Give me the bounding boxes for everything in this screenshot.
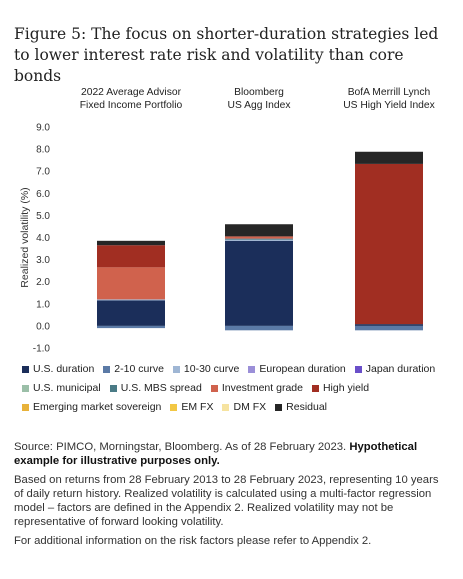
y-axis-title: Realized volatility (%) [19,187,31,287]
legend-row: U.S. municipal U.S. MBS spread Investment … [22,382,452,394]
category-label: Fixed Income Portfolio [80,100,183,111]
y-tick-label: 9.0 [36,123,50,134]
y-tick-label: 8.0 [36,145,50,156]
legend-label: DM FX [233,401,267,413]
y-tick-label: 0.0 [36,321,50,332]
bar-segment [97,245,165,268]
bar-segment [97,300,165,326]
legend-label: Residual [286,401,328,413]
bar-segment [355,151,423,164]
legend-swatch [109,384,117,392]
footnotes: Source: PIMCO, Morningstar, Bloomberg. A… [14,440,450,553]
source-text: Source: PIMCO, Morningstar, Bloomberg. A… [14,441,347,453]
legend-item: Investment grade [210,382,303,394]
appendix-note: For additional information on the risk f… [14,535,372,547]
legend-label: 2-10 curve [114,363,164,375]
legend-item: 10-30 curve [172,363,240,375]
y-tick-label: 2.0 [36,277,50,288]
category-label: 2022 Average Advisor [81,87,182,98]
stacked-bar-chart: -1.0 0.0 1.0 2.0 3.0 4.0 5.0 6.0 7.0 8.0 9.0 Realiz… [19,87,436,355]
legend-swatch [222,403,230,411]
category-label: BofA Merrill Lynch [348,87,431,98]
bar-segment [225,239,293,241]
legend-item: DM FX [222,401,266,413]
legend-item: Residual [275,401,327,413]
legend-item: European duration [248,363,346,375]
y-tick-label: 6.0 [36,189,50,200]
legend-swatch [22,384,29,392]
legend-item: High yield [311,382,370,394]
hypothetical-disclaimer: Hypothetical example for illustrative pu… [14,441,418,467]
bar-segment [355,324,423,326]
category-label: US High Yield Index [343,100,435,111]
category-label: US Agg Index [228,100,292,111]
legend-row: Emerging market sovereign EM FX DM FX Resid… [22,401,452,413]
bar-segment [225,238,293,240]
y-tick-label: 5.0 [36,211,50,222]
y-tick-label: -1.0 [33,344,51,355]
y-tick-label: 7.0 [36,167,50,178]
bar-segment [225,240,293,326]
legend-label: EM FX [181,401,214,413]
legend-item: EM FX [170,401,213,413]
bar-segment [225,325,293,331]
legend-label: U.S. municipal [33,382,101,394]
legend-swatch [103,365,111,373]
legend-swatch [275,403,283,411]
source-note: Source: PIMCO, Morningstar, Bloomberg. A… [14,440,450,468]
bar-segment [225,224,293,237]
bar-segment [97,299,165,301]
bar-segment [97,240,165,246]
legend-label: U.S. duration [33,363,95,375]
legend-label: 10-30 curve [183,363,240,375]
legend-label: European duration [259,363,346,375]
figure-title: Figure 5: The focus on shorter-duration … [14,25,439,85]
legend-swatch [311,384,319,392]
legend-label: High yield [322,382,370,394]
y-tick-label: 3.0 [36,255,50,266]
legend-label: Investment grade [221,382,303,394]
bar-segment [97,267,165,300]
legend-item: U.S. municipal [22,382,101,394]
legend-swatch [170,403,178,411]
legend-item: Emerging market sovereign [22,401,161,413]
category-label: Bloomberg [234,87,284,98]
legend-item: Japan duration [354,363,436,375]
legend-label: U.S. MBS spread [120,382,202,394]
legend-item: U.S. duration [22,363,94,375]
legend-item: 2-10 curve [103,363,164,375]
legend-row: U.S. duration 2-10 curve 10-30 curve Europe… [22,363,452,375]
bar-segment [225,236,293,239]
legend-label: Japan duration [365,363,436,375]
chart-legend: U.S. duration 2-10 curve 10-30 curve Europe… [22,363,452,420]
bar-segment [97,325,165,329]
legend-swatch [22,365,29,373]
legend-swatch [248,365,256,373]
y-tick-label: 4.0 [36,233,50,244]
legend-swatch [354,365,362,373]
legend-swatch [172,365,180,373]
legend-label: Emerging market sovereign [33,401,162,413]
legend-swatch [22,403,29,411]
bar-segment [355,163,423,325]
y-tick-label: 1.0 [36,299,50,310]
bar-segment [355,325,423,331]
methodology-note: Based on returns from 28 February 2013 t… [14,474,439,528]
legend-swatch [210,384,218,392]
legend-item: U.S. MBS spread [109,382,202,394]
